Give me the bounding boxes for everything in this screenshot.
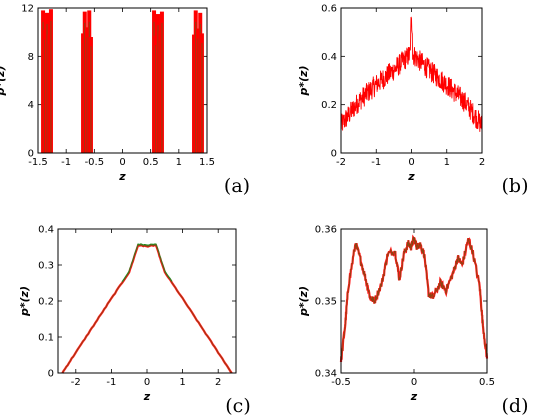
y-tick-label: 4 bbox=[28, 100, 34, 111]
x-tick-label: 1 bbox=[179, 377, 185, 388]
plot-frame bbox=[340, 228, 488, 374]
y-tick-label: 0.36 bbox=[315, 225, 337, 236]
y-tick-label: 0.4 bbox=[38, 225, 54, 236]
x-tick-label: -1.5 bbox=[28, 157, 48, 168]
y-axis-label: p*(z) bbox=[0, 65, 7, 96]
x-tick-label: -1 bbox=[371, 157, 381, 168]
series-line-red bbox=[339, 234, 489, 363]
y-tick-label: 0.6 bbox=[321, 4, 337, 15]
series-line-green bbox=[121, 243, 173, 283]
y-tick-label: 0 bbox=[48, 369, 54, 380]
x-tick-label: 2 bbox=[215, 377, 221, 388]
x-tick-label: 0.5 bbox=[479, 377, 495, 388]
y-tick-label: 0.35 bbox=[315, 297, 337, 308]
plot-frame bbox=[57, 228, 237, 374]
y-tick-label: 0 bbox=[331, 149, 337, 160]
x-tick-label: -0.5 bbox=[85, 157, 105, 168]
x-axis-label: z bbox=[407, 170, 415, 183]
x-tick-label: 0 bbox=[144, 377, 150, 388]
panel-d: -0.5 0 0.5 0.34 0.35 0.36 z p*(z) (d) bbox=[297, 225, 529, 418]
y-axis-label: p*(z) bbox=[18, 286, 31, 317]
x-tick-label: 1 bbox=[176, 157, 182, 168]
y-tick-label: 0.1 bbox=[38, 333, 54, 344]
x-tick-label: 0 bbox=[119, 157, 125, 168]
x-tick-label: -2 bbox=[336, 157, 346, 168]
plot-frame bbox=[340, 7, 483, 154]
x-tick-label: 0.5 bbox=[143, 157, 159, 168]
series-line-brown bbox=[340, 236, 488, 363]
y-tick-label: 8 bbox=[28, 52, 34, 63]
y-tick-label: 0 bbox=[28, 149, 34, 160]
y-tick-label: 0.2 bbox=[38, 297, 54, 308]
panel-b: -2 -1 0 1 2 0 0.2 0.4 0.6 z p*(z) (b) bbox=[297, 4, 529, 198]
y-tick-label: 0.34 bbox=[315, 369, 337, 380]
series-line bbox=[340, 16, 483, 132]
x-tick-label: 1 bbox=[444, 157, 450, 168]
x-tick-label: -1 bbox=[61, 157, 71, 168]
panel-label: (d) bbox=[502, 395, 529, 417]
x-tick-label: 1.5 bbox=[199, 157, 215, 168]
x-tick-label: 2 bbox=[479, 157, 485, 168]
panel-a: -1.5 -1 -0.5 0 0.5 1 1.5 0 4 8 12 z p*(z) (a) bbox=[0, 4, 250, 198]
x-tick-label: 0 bbox=[411, 377, 417, 388]
y-tick-label: 0.4 bbox=[321, 52, 337, 63]
series-line-red bbox=[61, 243, 233, 374]
x-axis-label: z bbox=[143, 390, 151, 403]
x-tick-label: 0 bbox=[408, 157, 414, 168]
x-axis-label: z bbox=[118, 170, 126, 183]
x-tick-label: -2 bbox=[71, 377, 81, 388]
plot-frame bbox=[37, 7, 208, 154]
x-axis-label: z bbox=[410, 390, 418, 403]
panel-c: -2 -1 0 1 2 0 0.1 0.2 0.3 0.4 z p*(z) (c) bbox=[18, 225, 251, 418]
y-axis-label: p*(z) bbox=[297, 65, 310, 96]
y-tick-label: 0.2 bbox=[321, 100, 337, 111]
y-tick-label: 12 bbox=[21, 4, 34, 15]
panel-label: (c) bbox=[225, 395, 250, 417]
panel-label: (a) bbox=[224, 175, 250, 197]
series-line-brown bbox=[61, 244, 233, 374]
x-tick-label: -0.5 bbox=[331, 377, 351, 388]
y-axis-label: p*(z) bbox=[297, 286, 310, 317]
panel-label: (b) bbox=[502, 175, 529, 197]
x-tick-label: -1 bbox=[106, 377, 116, 388]
y-tick-label: 0.3 bbox=[38, 261, 54, 272]
